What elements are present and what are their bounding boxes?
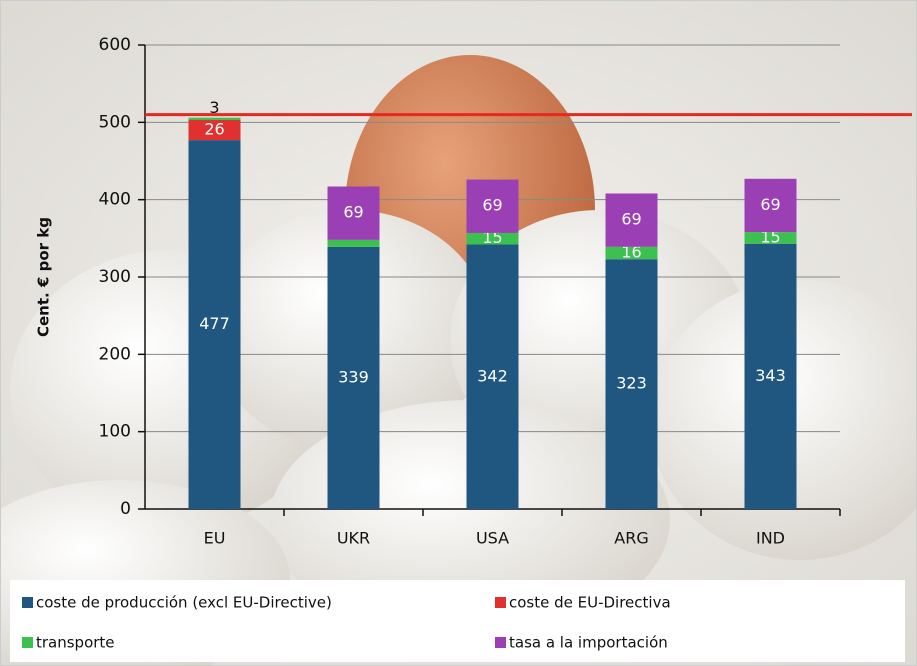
y-axis-label: Cent. € por kg [35, 217, 53, 337]
legend-label: coste de producción (excl EU-Directive) [36, 594, 332, 612]
bar-segment [605, 246, 658, 260]
bar-segment [605, 193, 658, 247]
bar-segment [327, 246, 380, 509]
bar-segment [744, 178, 797, 233]
bar-segment [605, 259, 658, 509]
bar-segment [466, 244, 519, 509]
data-label: 69 [621, 210, 641, 229]
legend-label: transporte [36, 634, 115, 652]
bar-segment [188, 120, 241, 141]
x-tick-label: ARG [614, 529, 648, 548]
bar-segment [466, 179, 519, 233]
y-tick-label: 200 [99, 344, 131, 364]
data-label: 477 [199, 314, 230, 333]
data-label: 339 [338, 367, 369, 386]
data-label: 15 [760, 227, 780, 246]
legend-swatch [495, 597, 506, 608]
legend-label: tasa a la importación [509, 634, 668, 652]
data-label: 3 [209, 98, 219, 117]
y-tick-label: 0 [120, 499, 131, 519]
legend-label: coste de EU-Directiva [509, 594, 671, 612]
bar-segment [327, 186, 380, 240]
data-label: 323 [616, 374, 647, 393]
data-label: 342 [477, 366, 508, 385]
bar-segment [327, 239, 380, 247]
data-label: 15 [482, 228, 502, 247]
data-label: 26 [204, 120, 224, 139]
y-tick-label: 600 [99, 35, 131, 55]
x-tick-label: USA [476, 529, 509, 548]
data-label: 69 [482, 196, 502, 215]
legend-swatch [22, 637, 33, 648]
y-tick-label: 100 [99, 422, 131, 442]
y-tick-label: 400 [99, 190, 131, 210]
legend-box [10, 580, 905, 662]
bar-segment [744, 243, 797, 509]
bar-segment [188, 117, 241, 121]
y-tick-label: 300 [99, 267, 131, 287]
bar-segment [466, 232, 519, 245]
legend-swatch [495, 637, 506, 648]
data-label: 16 [621, 243, 641, 262]
y-tick-label: 500 [99, 112, 131, 132]
x-tick-label: UKR [337, 529, 370, 548]
legend-swatch [22, 597, 33, 608]
x-tick-label: EU [204, 529, 226, 548]
data-label: 343 [755, 366, 786, 385]
bar-segment [744, 232, 797, 244]
data-label: 69 [760, 195, 780, 214]
data-label: 69 [343, 203, 363, 222]
x-tick-label: IND [756, 529, 785, 548]
bar-segment [188, 140, 241, 509]
